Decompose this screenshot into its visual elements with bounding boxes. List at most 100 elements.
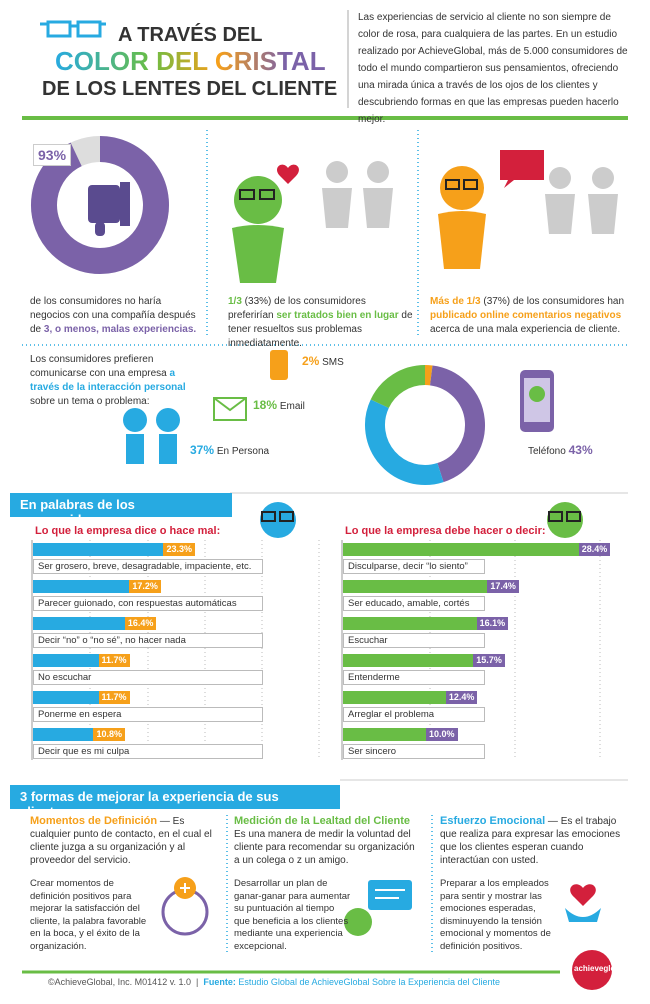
bar <box>33 543 164 556</box>
mobile-icon <box>520 370 554 432</box>
text: acerca de una mala experiencia de client… <box>430 324 621 335</box>
way-tip: Crear momentos de definición positivos p… <box>30 878 147 952</box>
text: a través de la interacción personal <box>30 368 186 393</box>
bar <box>33 617 125 630</box>
bar-label: Ser grosero, breve, desagradable, impaci… <box>33 559 263 574</box>
bar <box>343 543 579 556</box>
channels-intro: Los consumidores prefieren comunicarse c… <box>30 353 195 409</box>
intro: Las experiencias de servicio al cliente … <box>358 12 628 125</box>
email-icon <box>213 397 247 421</box>
phone-icon <box>270 350 288 380</box>
channel-label: Teléfono 43% <box>528 443 593 459</box>
bar-label: Parecer guionado, con respuestas automát… <box>33 596 263 611</box>
title: COLOR DEL CRISTAL <box>55 46 326 76</box>
bar <box>343 617 477 630</box>
text: (33%) de los consumidores preferirían <box>228 296 366 321</box>
bar-label: Decir “no” o “no sé”, no hacer nada <box>33 633 263 648</box>
way-heading: Esfuerzo Emocional <box>440 815 546 827</box>
text: ser tratados bien en lugar <box>276 310 399 321</box>
value-label: 16.1% <box>476 617 509 630</box>
value-label: 18% <box>253 398 278 412</box>
banner: En palabras de los consumidores: <box>10 493 232 527</box>
text: 1/3 <box>228 296 242 307</box>
text: sobre un tema o problema: <box>30 396 150 407</box>
bar <box>343 728 426 741</box>
bar-label: Disculparse, decir “lo siento” <box>343 559 485 574</box>
subtitle: Lo que la empresa debe hacer o decir: <box>345 525 546 537</box>
text: Es una manera de medir la voluntad del c… <box>234 829 415 866</box>
value-label: 28.4% <box>578 543 611 556</box>
channel-label: 18% Email <box>253 398 305 414</box>
stat-text: de los consumidores no haría negocios co… <box>30 295 200 337</box>
stat-label: 93% <box>33 144 72 166</box>
bar-label: No escuchar <box>33 670 263 685</box>
way-heading: Momentos de Definición <box>30 815 158 827</box>
heart-hand-icon <box>565 884 601 922</box>
bar-label: Entenderme <box>343 670 485 685</box>
donut-segment <box>365 399 444 485</box>
value-label: 43% <box>568 443 593 457</box>
logo: achieveglobal <box>574 964 627 973</box>
donut-arc <box>31 136 169 274</box>
value-label: 15.7% <box>473 654 505 667</box>
text: — Es el trabajo que realiza para expresa… <box>440 816 621 866</box>
way-intro: Esfuerzo Emocional — Es el trabajo que r… <box>440 815 628 867</box>
text: de los consumidores no haría negocios co… <box>30 296 196 335</box>
value-label: 11.7% <box>98 691 130 704</box>
source: Estudio Global de AchieveGlobal Sobre la… <box>238 977 501 987</box>
chat-icon <box>344 880 412 936</box>
donut-segment <box>429 365 485 483</box>
face-icon <box>547 502 583 538</box>
dividers <box>226 815 433 955</box>
footer-text: ©AchieveGlobal, Inc. M01412 v. 1.0 | Fue… <box>48 977 501 987</box>
face-icon <box>260 502 296 538</box>
target-icon <box>161 877 209 936</box>
bar <box>343 654 474 667</box>
way-tip: Preparar a los empleados para sentir y m… <box>440 878 551 952</box>
text: Más de 1/3 <box>430 296 481 307</box>
bar-label: Ponerme en espera <box>33 707 263 722</box>
title: DE LOS LENTES DEL CLIENTE <box>42 78 338 100</box>
text: 3, o menos, malas experiencias. <box>43 324 197 335</box>
person-icon <box>232 161 393 283</box>
person-icon <box>438 150 618 269</box>
copyright: ©AchieveGlobal, Inc. M01412 v. 1.0 <box>48 977 192 987</box>
channel-name: Email <box>279 401 305 412</box>
bar <box>33 691 99 704</box>
way-intro: Momentos de Definición — Es cualquier pu… <box>30 815 218 867</box>
people-icon <box>123 408 180 464</box>
way-tip: Desarrollar un plan de ganar-ganar para … <box>234 878 351 952</box>
bar <box>33 728 94 741</box>
bar-label: Arreglar el problema <box>343 707 485 722</box>
bar-label: Decir que es mi culpa <box>33 744 263 759</box>
dividers <box>22 130 628 346</box>
way-intro: Medición de la Lealtad del Cliente Es un… <box>234 815 422 867</box>
subtitle: Lo que la empresa dice o hace mal: <box>35 525 221 537</box>
channel-name: SMS <box>322 357 344 368</box>
channel-name: Teléfono <box>528 446 566 457</box>
value-label: 10.8% <box>93 728 125 741</box>
stat-text: Más de 1/3 (37%) de los consumidores han… <box>430 295 630 337</box>
channel-label: 37% En Persona <box>190 443 269 459</box>
value-label: 37% <box>190 443 215 457</box>
source-label: Fuente: <box>203 977 236 987</box>
text: de tener resueltos sus problemas inmedia… <box>228 310 413 349</box>
text: — Es cualquier punto de contacto, en el … <box>30 816 212 866</box>
value-label: 2% <box>302 354 320 368</box>
value-label: 11.7% <box>98 654 130 667</box>
stat-text: 1/3 (33%) de los consumidores preferiría… <box>228 295 413 351</box>
bar <box>33 580 130 593</box>
value-label: 23.3% <box>163 543 195 556</box>
text: publicado online comentarios negativos <box>430 310 622 321</box>
banner: 3 formas de mejorar la experiencia de su… <box>10 785 340 819</box>
bar <box>343 580 488 593</box>
donut-segment <box>370 365 426 409</box>
grid <box>89 540 601 760</box>
channel-name: En Persona <box>216 446 270 457</box>
bar-label: Escuchar <box>343 633 485 648</box>
bar <box>33 654 99 667</box>
bar-label: Ser sincero <box>343 744 485 759</box>
bar <box>343 691 446 704</box>
value-label: 16.4% <box>124 617 157 630</box>
